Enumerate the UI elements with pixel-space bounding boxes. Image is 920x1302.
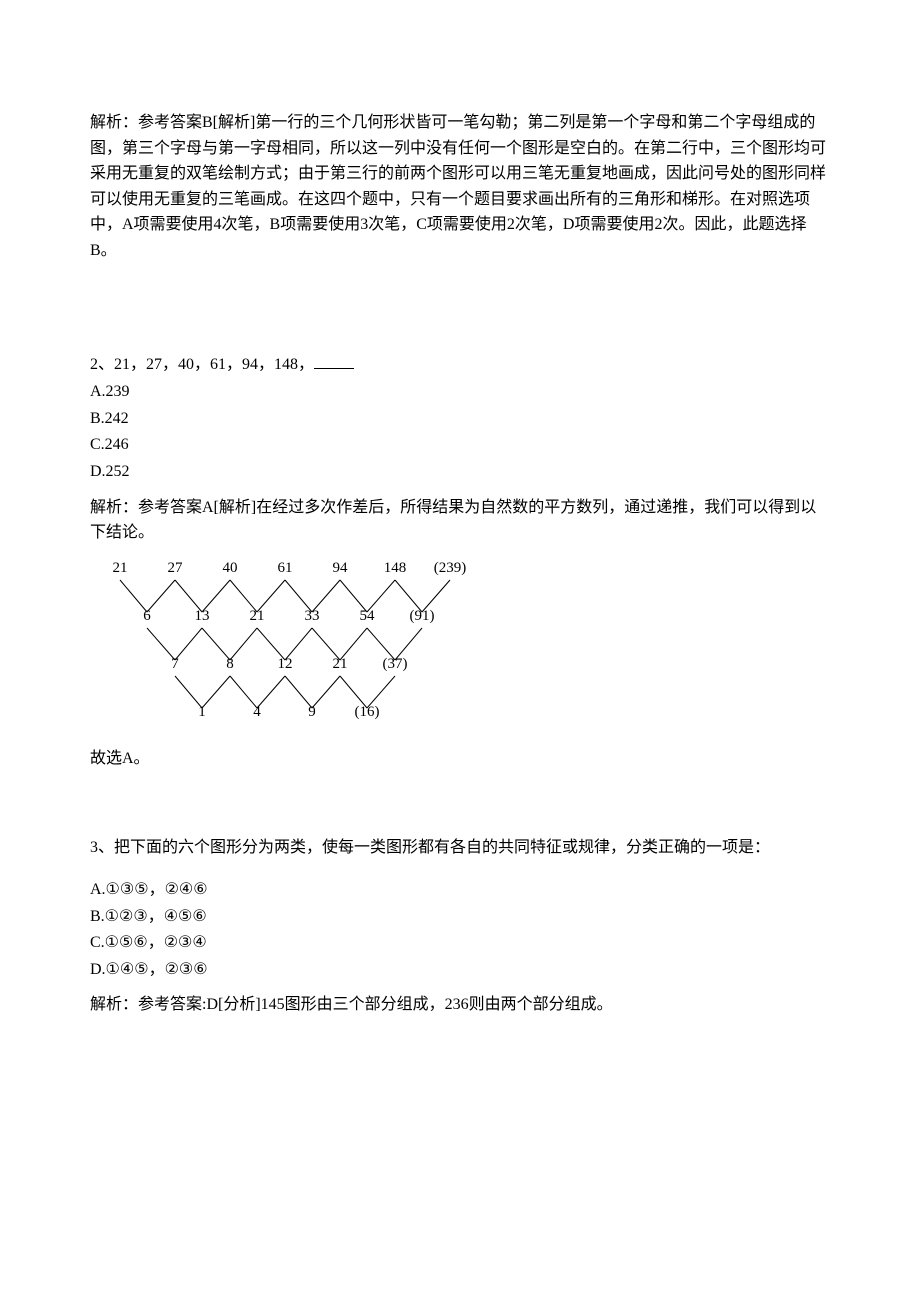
svg-text:6: 6	[143, 608, 151, 624]
svg-text:1: 1	[198, 704, 206, 720]
q1-explanation: 解析：参考答案B[解析]第一行的三个几何形状皆可一笔勾勒；第二列是第一个字母和第…	[90, 110, 830, 264]
blank-line	[314, 352, 354, 369]
svg-text:(91): (91)	[410, 608, 435, 624]
svg-text:(37): (37)	[383, 656, 408, 672]
q3-option-d: D.①④⑤，②③⑥	[90, 957, 830, 983]
q2-option-b: B.242	[90, 406, 830, 432]
svg-text:9: 9	[308, 704, 316, 720]
q2-option-c: C.246	[90, 432, 830, 458]
svg-text:33: 33	[305, 608, 320, 624]
svg-text:61: 61	[278, 560, 293, 576]
svg-text:40: 40	[223, 560, 238, 576]
svg-text:54: 54	[360, 608, 376, 624]
svg-text:13: 13	[195, 608, 210, 624]
q2-options: A.239 B.242 C.246 D.252	[90, 379, 830, 484]
q2-stem-text: 2、21，27，40，61，94，148，	[90, 356, 314, 373]
q3-options: A.①③⑤，②④⑥ B.①②③，④⑤⑥ C.①⑤⑥，②③④ D.①④⑤，②③⑥	[90, 877, 830, 982]
svg-text:21: 21	[333, 656, 348, 672]
svg-text:21: 21	[250, 608, 265, 624]
svg-text:4: 4	[253, 704, 261, 720]
svg-text:8: 8	[226, 656, 234, 672]
svg-text:21: 21	[113, 560, 128, 576]
q3-stem: 3、把下面的六个图形分为两类，使每一类图形都有各自的共同特征或规律，分类正确的一…	[90, 835, 830, 861]
q3-option-b: B.①②③，④⑤⑥	[90, 904, 830, 930]
q2-explanation-after: 故选A。	[90, 746, 830, 772]
svg-text:(16): (16)	[355, 704, 380, 720]
q2-explanation-before: 解析：参考答案A[解析]在经过多次作差后，所得结果为自然数的平方数列，通过递推，…	[90, 495, 830, 546]
q2-stem: 2、21，27，40，61，94，148，	[90, 352, 830, 378]
svg-text:148: 148	[384, 560, 407, 576]
svg-text:7: 7	[171, 656, 179, 672]
q2-difference-diagram: 2127406194148(239)613213354(91)781221(37…	[90, 556, 830, 736]
svg-text:12: 12	[278, 656, 293, 672]
q3-option-a: A.①③⑤，②④⑥	[90, 877, 830, 903]
q3-option-c: C.①⑤⑥，②③④	[90, 930, 830, 956]
svg-text:(239): (239)	[434, 560, 467, 576]
q2-option-a: A.239	[90, 379, 830, 405]
q2-option-d: D.252	[90, 459, 830, 485]
q3-explanation: 解析：参考答案:D[分析]145图形由三个部分组成，236则由两个部分组成。	[90, 992, 830, 1018]
svg-text:94: 94	[333, 560, 349, 576]
svg-text:27: 27	[168, 560, 184, 576]
